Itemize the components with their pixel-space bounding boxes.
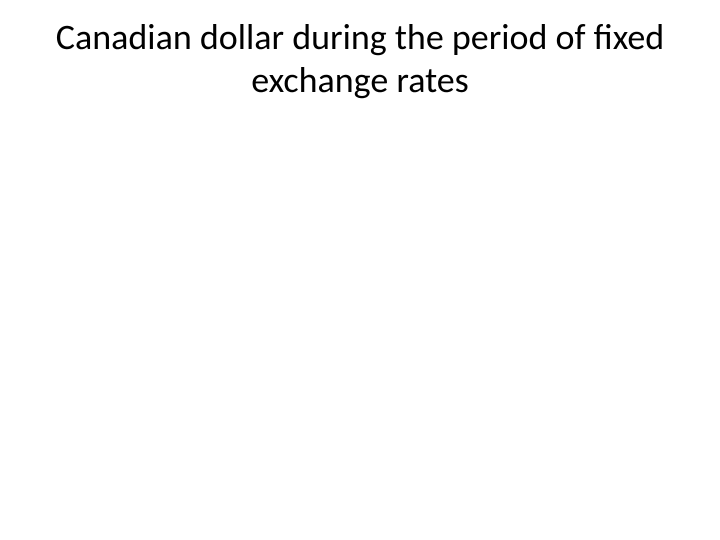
slide-container: Canadian dollar during the period of fix… [0,0,720,540]
slide-title: Canadian dollar during the period of fix… [0,16,720,102]
